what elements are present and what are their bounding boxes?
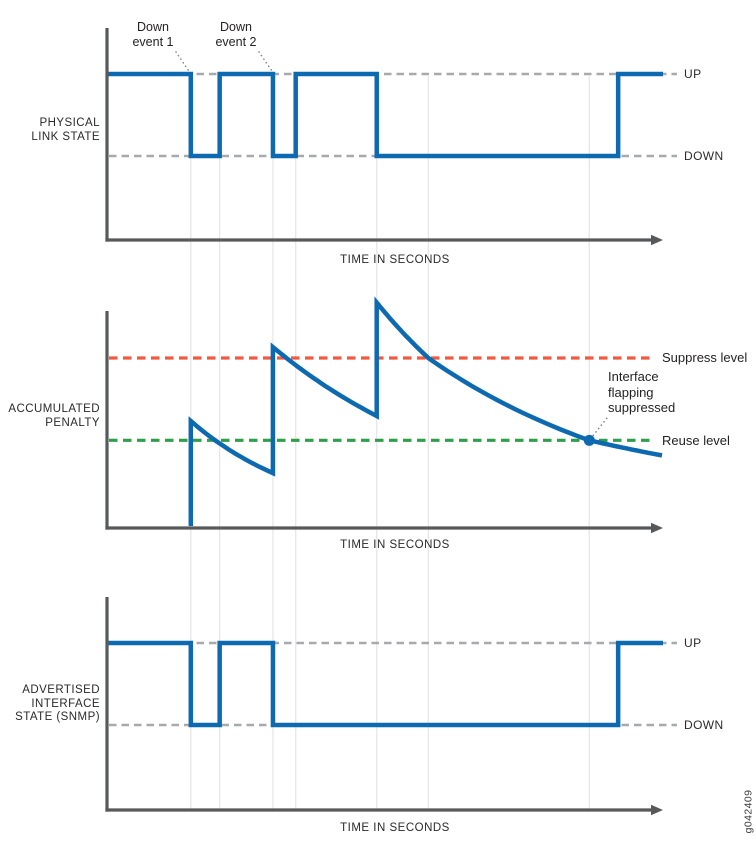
down-event-1-label: Down event 1 <box>118 20 188 49</box>
reuse-level-label: Reuse level <box>662 433 730 448</box>
chart2-xlabel: TIME IN SECONDS <box>340 539 450 551</box>
chart3-up-label: UP <box>684 636 702 650</box>
chart3-ylabel-line1: ADVERTISED <box>22 684 100 696</box>
down-event-2-label: Down event 2 <box>201 20 271 49</box>
down-event-2-line2: event 2 <box>215 34 257 49</box>
chart1-ylabel-line2: LINK STATE <box>31 130 100 143</box>
flapping-suppressed-line1: Interface <box>608 369 659 384</box>
down-event-1-line1: Down <box>137 20 169 34</box>
chart1-ylabel-line1: PHYSICAL <box>39 117 100 129</box>
flapping-suppressed-line2: flapping <box>608 384 654 400</box>
chart2-ylabel: ACCUMULATED PENALTY <box>0 403 100 430</box>
chart3-ylabel-line2: INTERFACE <box>31 697 100 710</box>
down-event-2-line1: Down <box>220 20 252 34</box>
chart2-ylabel-line2: PENALTY <box>45 416 100 429</box>
chart3-down-label: DOWN <box>684 718 724 732</box>
down-event-1-line2: event 1 <box>132 34 174 49</box>
chart1-ylabel: PHYSICAL LINK STATE <box>0 117 100 144</box>
flapping-suppressed-label: Interface flapping suppressed <box>608 369 675 416</box>
chart1-down-label: DOWN <box>684 149 724 163</box>
chart1-xlabel: TIME IN SECONDS <box>340 254 450 266</box>
figure-id: g042409 <box>742 789 755 834</box>
chart3-xlabel: TIME IN SECONDS <box>340 822 450 834</box>
suppress-level-label: Suppress level <box>662 350 748 365</box>
chart3-ylabel: ADVERTISED INTERFACE STATE (SNMP) <box>0 684 100 725</box>
chart1-up-label: UP <box>684 67 702 81</box>
chart2-ylabel-line1: ACCUMULATED <box>8 403 100 415</box>
flapping-suppressed-line3: suppressed <box>608 400 676 415</box>
chart3-ylabel-line3: STATE (SNMP) <box>15 711 100 723</box>
